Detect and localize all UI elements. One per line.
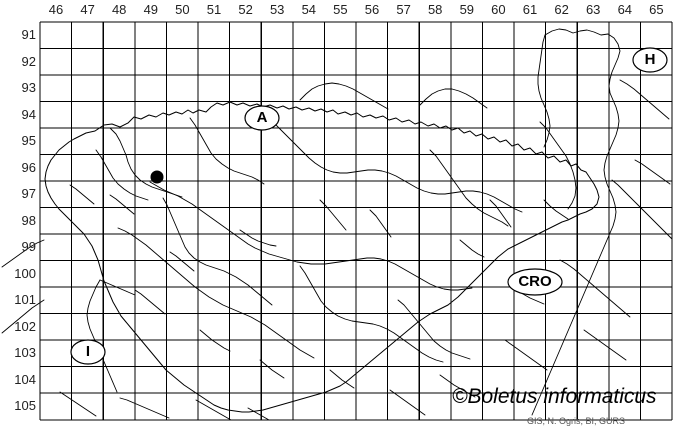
- occurrence-point: [150, 170, 164, 184]
- x-tick-65: 65: [649, 2, 664, 17]
- y-tick-103: 103: [14, 345, 36, 360]
- country-marker-h-ellipse: [632, 47, 668, 73]
- copyright-text: ©Boletus informaticus: [452, 385, 657, 408]
- y-tick-92: 92: [21, 53, 36, 69]
- x-tick-52: 52: [238, 2, 253, 17]
- y-tick-94: 94: [21, 106, 36, 122]
- x-tick-55: 55: [333, 2, 348, 17]
- y-tick-101: 101: [14, 292, 36, 307]
- grid-lines: [39, 21, 673, 421]
- x-tick-63: 63: [585, 2, 601, 17]
- x-tick-54: 54: [301, 2, 317, 17]
- internal-boundaries: [69, 109, 577, 389]
- x-tick-61: 61: [522, 2, 538, 17]
- country-label-italy: I: [85, 343, 91, 360]
- x-tick-48: 48: [111, 2, 127, 17]
- y-tick-99: 99: [21, 239, 36, 254]
- country-marker-a-ellipse: [244, 105, 280, 131]
- y-tick-98: 98: [21, 212, 36, 228]
- x-tick-57: 57: [396, 2, 411, 17]
- y-tick-95: 95: [21, 133, 36, 148]
- y-tick-104: 104: [14, 371, 36, 387]
- x-tick-53: 53: [269, 2, 285, 17]
- y-tick-93: 93: [21, 80, 36, 95]
- x-tick-62: 62: [554, 2, 569, 17]
- x-tick-60: 60: [491, 2, 506, 17]
- y-tick-102: 102: [14, 318, 36, 334]
- country-code-markers: [70, 47, 668, 365]
- slovenia-border: [44, 101, 600, 413]
- x-tick-58: 58: [427, 2, 443, 17]
- x-tick-51: 51: [206, 2, 222, 17]
- y-tick-96: 96: [21, 159, 36, 175]
- x-tick-50: 50: [175, 2, 190, 17]
- country-marker-cro-ellipse: [507, 268, 563, 296]
- x-tick-56: 56: [364, 2, 380, 17]
- x-tick-47: 47: [80, 2, 95, 17]
- x-tick-49: 49: [143, 2, 159, 17]
- y-tick-91: 91: [21, 27, 36, 42]
- country-label-croatia: CRO: [518, 273, 552, 290]
- x-tick-64: 64: [617, 2, 633, 17]
- occurrence-points: [150, 170, 164, 184]
- y-tick-97: 97: [21, 186, 36, 201]
- country-label-hungary: H: [644, 51, 656, 68]
- data-source-credit: GIS, N. Ogris, BI, GURS: [527, 416, 626, 426]
- country-marker-i-ellipse: [70, 339, 106, 365]
- country-outline-path: [44, 101, 600, 413]
- country-label-austria: A: [256, 109, 268, 126]
- y-tick-100: 100: [14, 265, 36, 281]
- neighbour-borders: [1, 28, 673, 421]
- x-tick-46: 46: [48, 2, 64, 17]
- x-tick-59: 59: [459, 2, 475, 17]
- y-tick-105: 105: [14, 398, 36, 413]
